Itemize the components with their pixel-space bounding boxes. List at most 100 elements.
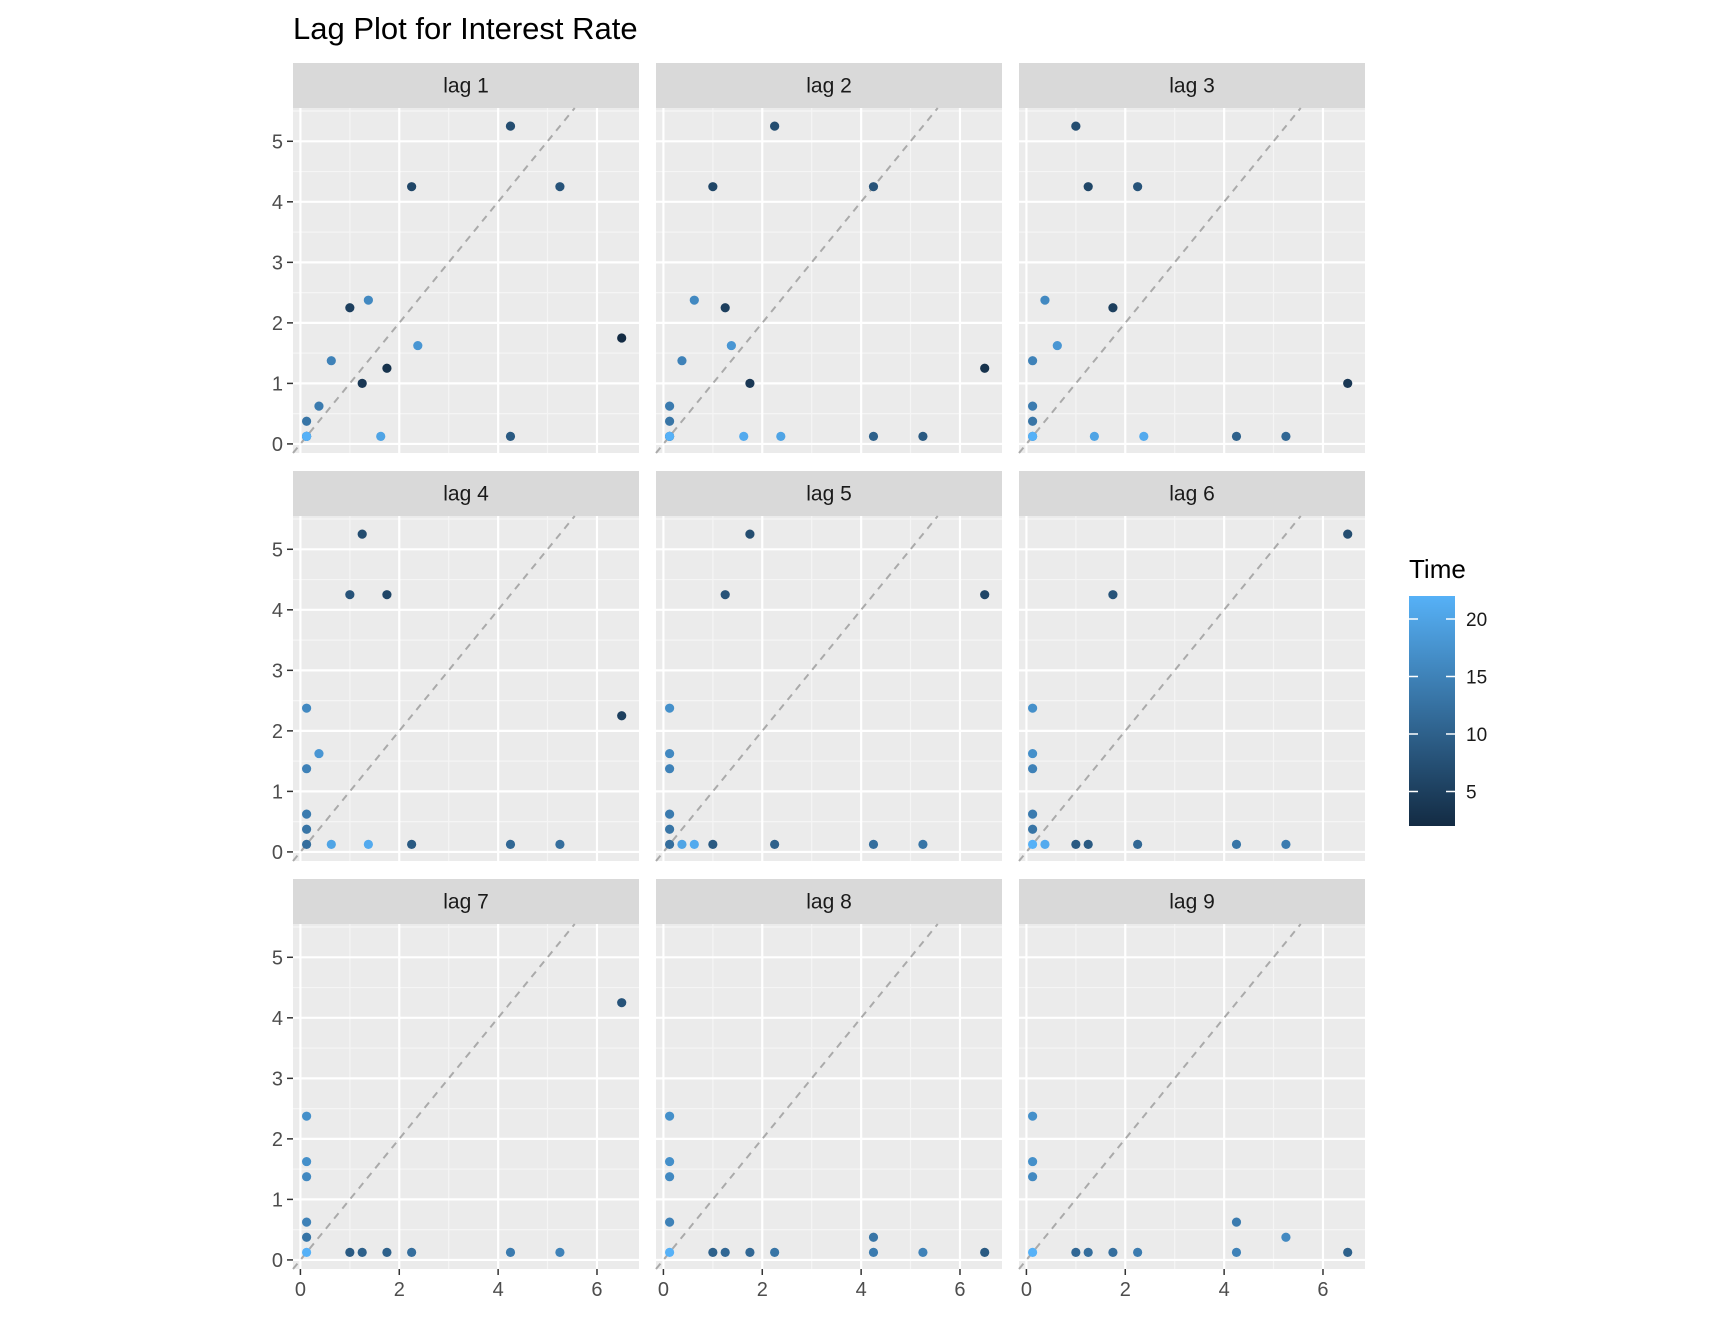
data-point [664, 1217, 675, 1227]
data-point [617, 333, 627, 343]
data-point [664, 809, 675, 819]
panel-background [1019, 516, 1365, 861]
data-point [708, 182, 718, 192]
data-point [1343, 529, 1353, 539]
data-point [1089, 431, 1099, 441]
colorbar-label: 20 [1466, 610, 1487, 631]
colorbar [1409, 596, 1455, 826]
reference-line [1018, 107, 1302, 454]
y-tick-label: 4 [272, 1008, 283, 1030]
colorbar-label: 10 [1466, 725, 1487, 746]
facet-strip-label: lag 3 [1169, 75, 1215, 98]
x-tick-label: 2 [1120, 1279, 1131, 1301]
chart-title: Lag Plot for Interest Rate [293, 11, 638, 46]
x-tick-label: 0 [1021, 1279, 1032, 1301]
data-point [555, 1247, 565, 1257]
data-point [407, 839, 417, 849]
y-tick-label: 2 [272, 721, 283, 743]
data-point [664, 703, 675, 713]
x-tick-label: 6 [954, 1279, 965, 1301]
data-point [301, 431, 312, 441]
data-point [708, 839, 718, 849]
data-point [1027, 703, 1038, 713]
x-tick-label: 0 [295, 1279, 306, 1301]
data-point [326, 356, 336, 366]
data-point [301, 1172, 312, 1182]
data-point [345, 303, 355, 313]
data-point [770, 839, 780, 849]
data-point [301, 1247, 312, 1257]
data-point [314, 748, 324, 759]
data-point [382, 1247, 392, 1257]
y-tick-label: 1 [272, 781, 283, 803]
data-point [720, 1247, 730, 1257]
data-point [357, 1247, 367, 1257]
data-point [301, 1111, 312, 1121]
y-tick-label: 0 [272, 842, 283, 864]
data-point [617, 711, 627, 721]
data-point [664, 1247, 675, 1257]
facet-strip-label: lag 6 [1169, 483, 1215, 506]
data-point [868, 839, 879, 849]
data-point [745, 378, 755, 388]
data-point [1027, 356, 1038, 366]
data-point [1027, 764, 1038, 774]
data-point [357, 529, 367, 539]
panel-background [656, 924, 1002, 1269]
x-tick-label: 4 [1219, 1279, 1230, 1301]
facet-panel: lag 9 0 2 4 6 [1018, 879, 1365, 1301]
facet-panel: lag 7 0 1 2 3 4 5 0 2 4 6 [272, 879, 639, 1301]
data-point [363, 839, 373, 849]
data-point [1027, 416, 1038, 426]
x-tick-label: 4 [856, 1279, 867, 1301]
y-tick-label: 2 [272, 313, 283, 335]
data-point [301, 839, 312, 849]
reference-line [655, 515, 939, 862]
x-tick-label: 4 [493, 1279, 504, 1301]
data-point [1071, 1247, 1081, 1257]
facet-strip [656, 63, 1002, 108]
data-point [326, 839, 336, 849]
data-point [726, 340, 736, 351]
y-tick-label: 1 [272, 373, 283, 395]
data-point [664, 764, 675, 774]
y-tick-label: 3 [272, 660, 283, 682]
data-point [1231, 1217, 1242, 1227]
data-point [301, 416, 312, 426]
facet-strip [293, 471, 639, 516]
data-point [1052, 340, 1062, 351]
data-point [1343, 1247, 1353, 1257]
data-point [301, 1232, 312, 1242]
data-point [664, 416, 675, 426]
data-point [664, 824, 675, 834]
facet-strip-label: lag 1 [443, 75, 489, 98]
data-point [301, 824, 312, 834]
panel-background [1019, 108, 1365, 453]
panel-background [656, 108, 1002, 453]
y-tick-label: 5 [272, 539, 283, 561]
facet-panel: lag 8 0 2 4 6 [655, 879, 1002, 1301]
reference-line [292, 107, 576, 454]
facet-panel: lag 2 [655, 63, 1002, 454]
facet-strip [293, 63, 639, 108]
y-tick-label: 5 [272, 131, 283, 153]
data-point [664, 1156, 675, 1167]
reference-line [1018, 923, 1302, 1270]
legend: Time 5 10 15 20 [1409, 554, 1487, 826]
data-point [505, 839, 516, 849]
data-point [382, 363, 392, 373]
facet-strip [1019, 879, 1365, 924]
data-point [1133, 839, 1143, 849]
y-tick-label: 4 [272, 192, 283, 214]
facet-strip [293, 879, 639, 924]
data-point [1071, 839, 1081, 849]
x-tick-label: 0 [658, 1279, 669, 1301]
data-point [1027, 1172, 1038, 1182]
data-point [664, 401, 675, 411]
data-point [677, 356, 687, 366]
y-tick-label: 0 [272, 434, 283, 456]
data-point [1027, 839, 1038, 849]
facet-strip-label: lag 4 [443, 483, 489, 506]
data-point [1231, 839, 1242, 849]
data-point [1281, 431, 1291, 441]
